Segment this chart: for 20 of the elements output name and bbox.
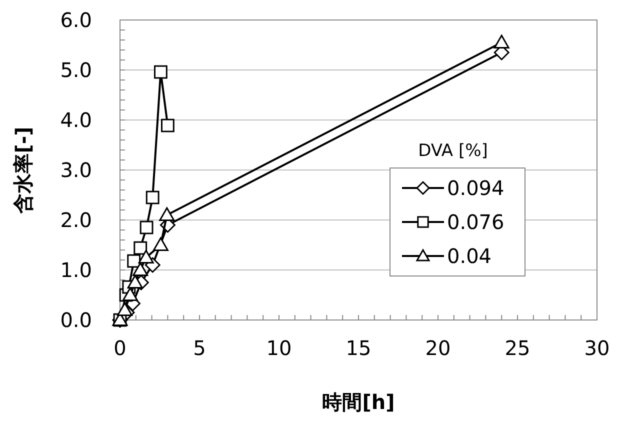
legend-title: DVA [%] — [418, 141, 488, 161]
x-tick-label: 25 — [504, 336, 530, 360]
y-tick-label: 3.0 — [60, 158, 92, 182]
x-tick-label: 10 — [266, 336, 292, 360]
y-tick-label: 4.0 — [60, 108, 92, 132]
y-tick-label: 6.0 — [60, 8, 92, 32]
x-tick-label: 15 — [346, 336, 372, 360]
x-tick-label: 30 — [584, 336, 610, 360]
legend-label: 0.04 — [447, 244, 492, 268]
x-tick-label: 20 — [425, 336, 451, 360]
x-tick-label: 0 — [114, 336, 126, 360]
x-axis-title: 時間[h] — [322, 390, 395, 414]
y-tick-label: 0.0 — [60, 308, 92, 332]
legend-label: 0.076 — [447, 210, 504, 234]
legend-label: 0.094 — [447, 176, 504, 200]
x-tick-label: 5 — [193, 336, 206, 360]
y-tick-label: 1.0 — [60, 258, 92, 282]
y-tick-label: 2.0 — [60, 208, 92, 232]
y-axis-title: 含水率[-] — [11, 126, 35, 214]
y-tick-label: 5.0 — [60, 58, 92, 82]
